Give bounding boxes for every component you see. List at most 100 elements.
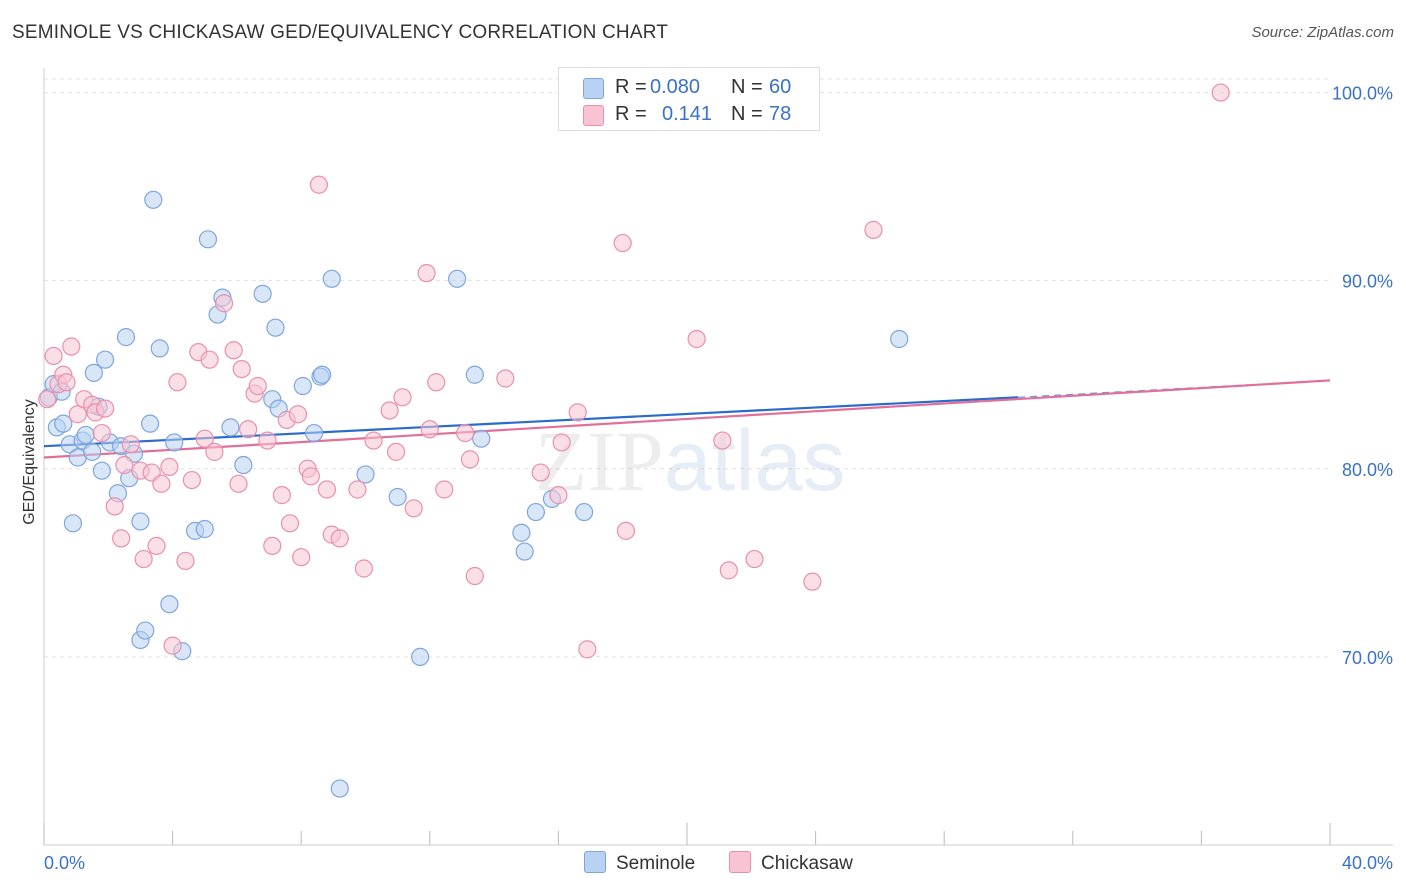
chickasaw-point: [380, 401, 399, 420]
chickasaw-point: [364, 431, 383, 450]
chickasaw-point: [687, 329, 706, 349]
chickasaw-point: [616, 521, 636, 540]
chickasaw-point: [309, 175, 328, 194]
seminole-n-value: 60: [769, 76, 792, 98]
watermark: ZIPatlas: [535, 413, 846, 509]
chickasaw-point: [229, 474, 248, 493]
chickasaw-point: [95, 399, 115, 418]
chickasaw-point: [288, 405, 308, 424]
chickasaw-point: [248, 376, 267, 396]
seminole-point: [116, 328, 136, 347]
stats-legend: R = 0.080 N = 60 R = 0.141 N = 78: [558, 67, 820, 131]
chickasaw-trend-line: [43, 379, 1331, 459]
seminole-point: [266, 318, 285, 337]
x-tick-label-max: 40.0%: [1342, 853, 1393, 873]
seminole-point: [312, 365, 332, 384]
seminole-point: [54, 414, 73, 433]
chickasaw-point: [57, 373, 76, 392]
seminole-point: [195, 519, 214, 539]
seminole-r-label: R =: [615, 76, 647, 98]
seminole-point: [330, 779, 349, 798]
chickasaw-point: [62, 337, 81, 356]
chickasaw-point: [92, 423, 111, 443]
chickasaw-r-label: R =: [615, 103, 647, 125]
seminole-point: [63, 514, 83, 533]
chickasaw-point: [200, 350, 219, 369]
y-tick-label: 80.0%: [1342, 460, 1393, 480]
seminole-point: [356, 465, 375, 484]
chickasaw-point: [263, 536, 282, 556]
seminole-point: [234, 455, 253, 475]
chickasaw-point: [160, 457, 179, 477]
chickasaw-point: [393, 388, 412, 407]
seminole-point: [92, 461, 111, 480]
legend-label-seminole: Seminole: [616, 853, 696, 874]
chickasaw-point: [258, 431, 277, 450]
seminole-point: [221, 418, 240, 437]
seminole-point: [515, 542, 534, 561]
seminole-n-label: N =: [731, 76, 763, 98]
legend-item-chickasaw: Chickasaw: [729, 851, 853, 875]
chickasaw-point: [292, 548, 311, 567]
chickasaw-point: [427, 373, 446, 392]
seminole-point: [95, 350, 115, 369]
seminole-point: [136, 621, 155, 640]
chickasaw-point: [214, 294, 234, 313]
chickasaw-point: [205, 442, 224, 461]
seminole-point: [304, 423, 324, 443]
chickasaw-point: [613, 233, 632, 253]
legend-swatch-seminole: [584, 851, 606, 873]
y-tick-label: 70.0%: [1342, 648, 1393, 668]
chickasaw-point: [163, 636, 182, 655]
chickasaw-point: [317, 480, 337, 499]
seminole-point: [140, 414, 160, 433]
seminole-point: [84, 363, 103, 382]
chickasaw-n-value: 78: [769, 103, 792, 125]
seminole-point: [165, 433, 184, 452]
seminole-r-value: 0.080: [650, 76, 701, 98]
chickasaw-point: [435, 480, 454, 499]
chickasaw-point: [232, 359, 251, 379]
chickasaw-point: [38, 390, 57, 409]
legend-swatch-chickasaw: [729, 851, 751, 873]
chickasaw-point: [465, 566, 484, 586]
seminole-point: [465, 365, 484, 384]
chickasaw-point: [112, 529, 131, 548]
chickasaw-point: [417, 264, 436, 283]
seminole-point: [322, 269, 341, 288]
chickasaw-point: [719, 561, 738, 580]
chickasaw-point: [354, 559, 373, 578]
seminole-point: [76, 425, 95, 445]
chickasaw-point: [68, 405, 87, 424]
chickasaw-r-value: 0.141: [662, 103, 713, 125]
seminole-point: [293, 376, 312, 396]
chickasaw-point: [182, 470, 201, 490]
seminole-point: [253, 284, 272, 303]
seminole-point: [411, 647, 430, 666]
chickasaw-point: [301, 467, 320, 486]
seminole-point: [83, 442, 102, 461]
seminole-point: [150, 339, 169, 358]
seminole-point: [144, 190, 163, 209]
chickasaw-point: [147, 536, 166, 556]
chickasaw-point: [176, 551, 195, 571]
chickasaw-point: [803, 572, 822, 591]
seminole-point: [198, 230, 218, 249]
seminole-point: [575, 502, 594, 522]
source-credit: Source: ZipAtlas.com: [1251, 24, 1394, 41]
chickasaw-point: [348, 480, 367, 499]
seminole-trend-line: [43, 396, 1019, 448]
seminole-point: [472, 429, 491, 448]
seminole-point: [526, 502, 545, 522]
chickasaw-point: [404, 499, 423, 518]
chickasaw-point: [115, 455, 134, 475]
y-axis-label: GED/Equivalency: [21, 399, 38, 524]
chickasaw-point: [224, 341, 243, 360]
seminole-point: [512, 523, 531, 542]
y-tick-label: 90.0%: [1342, 272, 1393, 292]
chickasaw-point: [745, 549, 764, 569]
chickasaw-point: [1211, 83, 1230, 102]
chickasaw-point: [152, 474, 171, 493]
chickasaw-point: [531, 463, 550, 482]
